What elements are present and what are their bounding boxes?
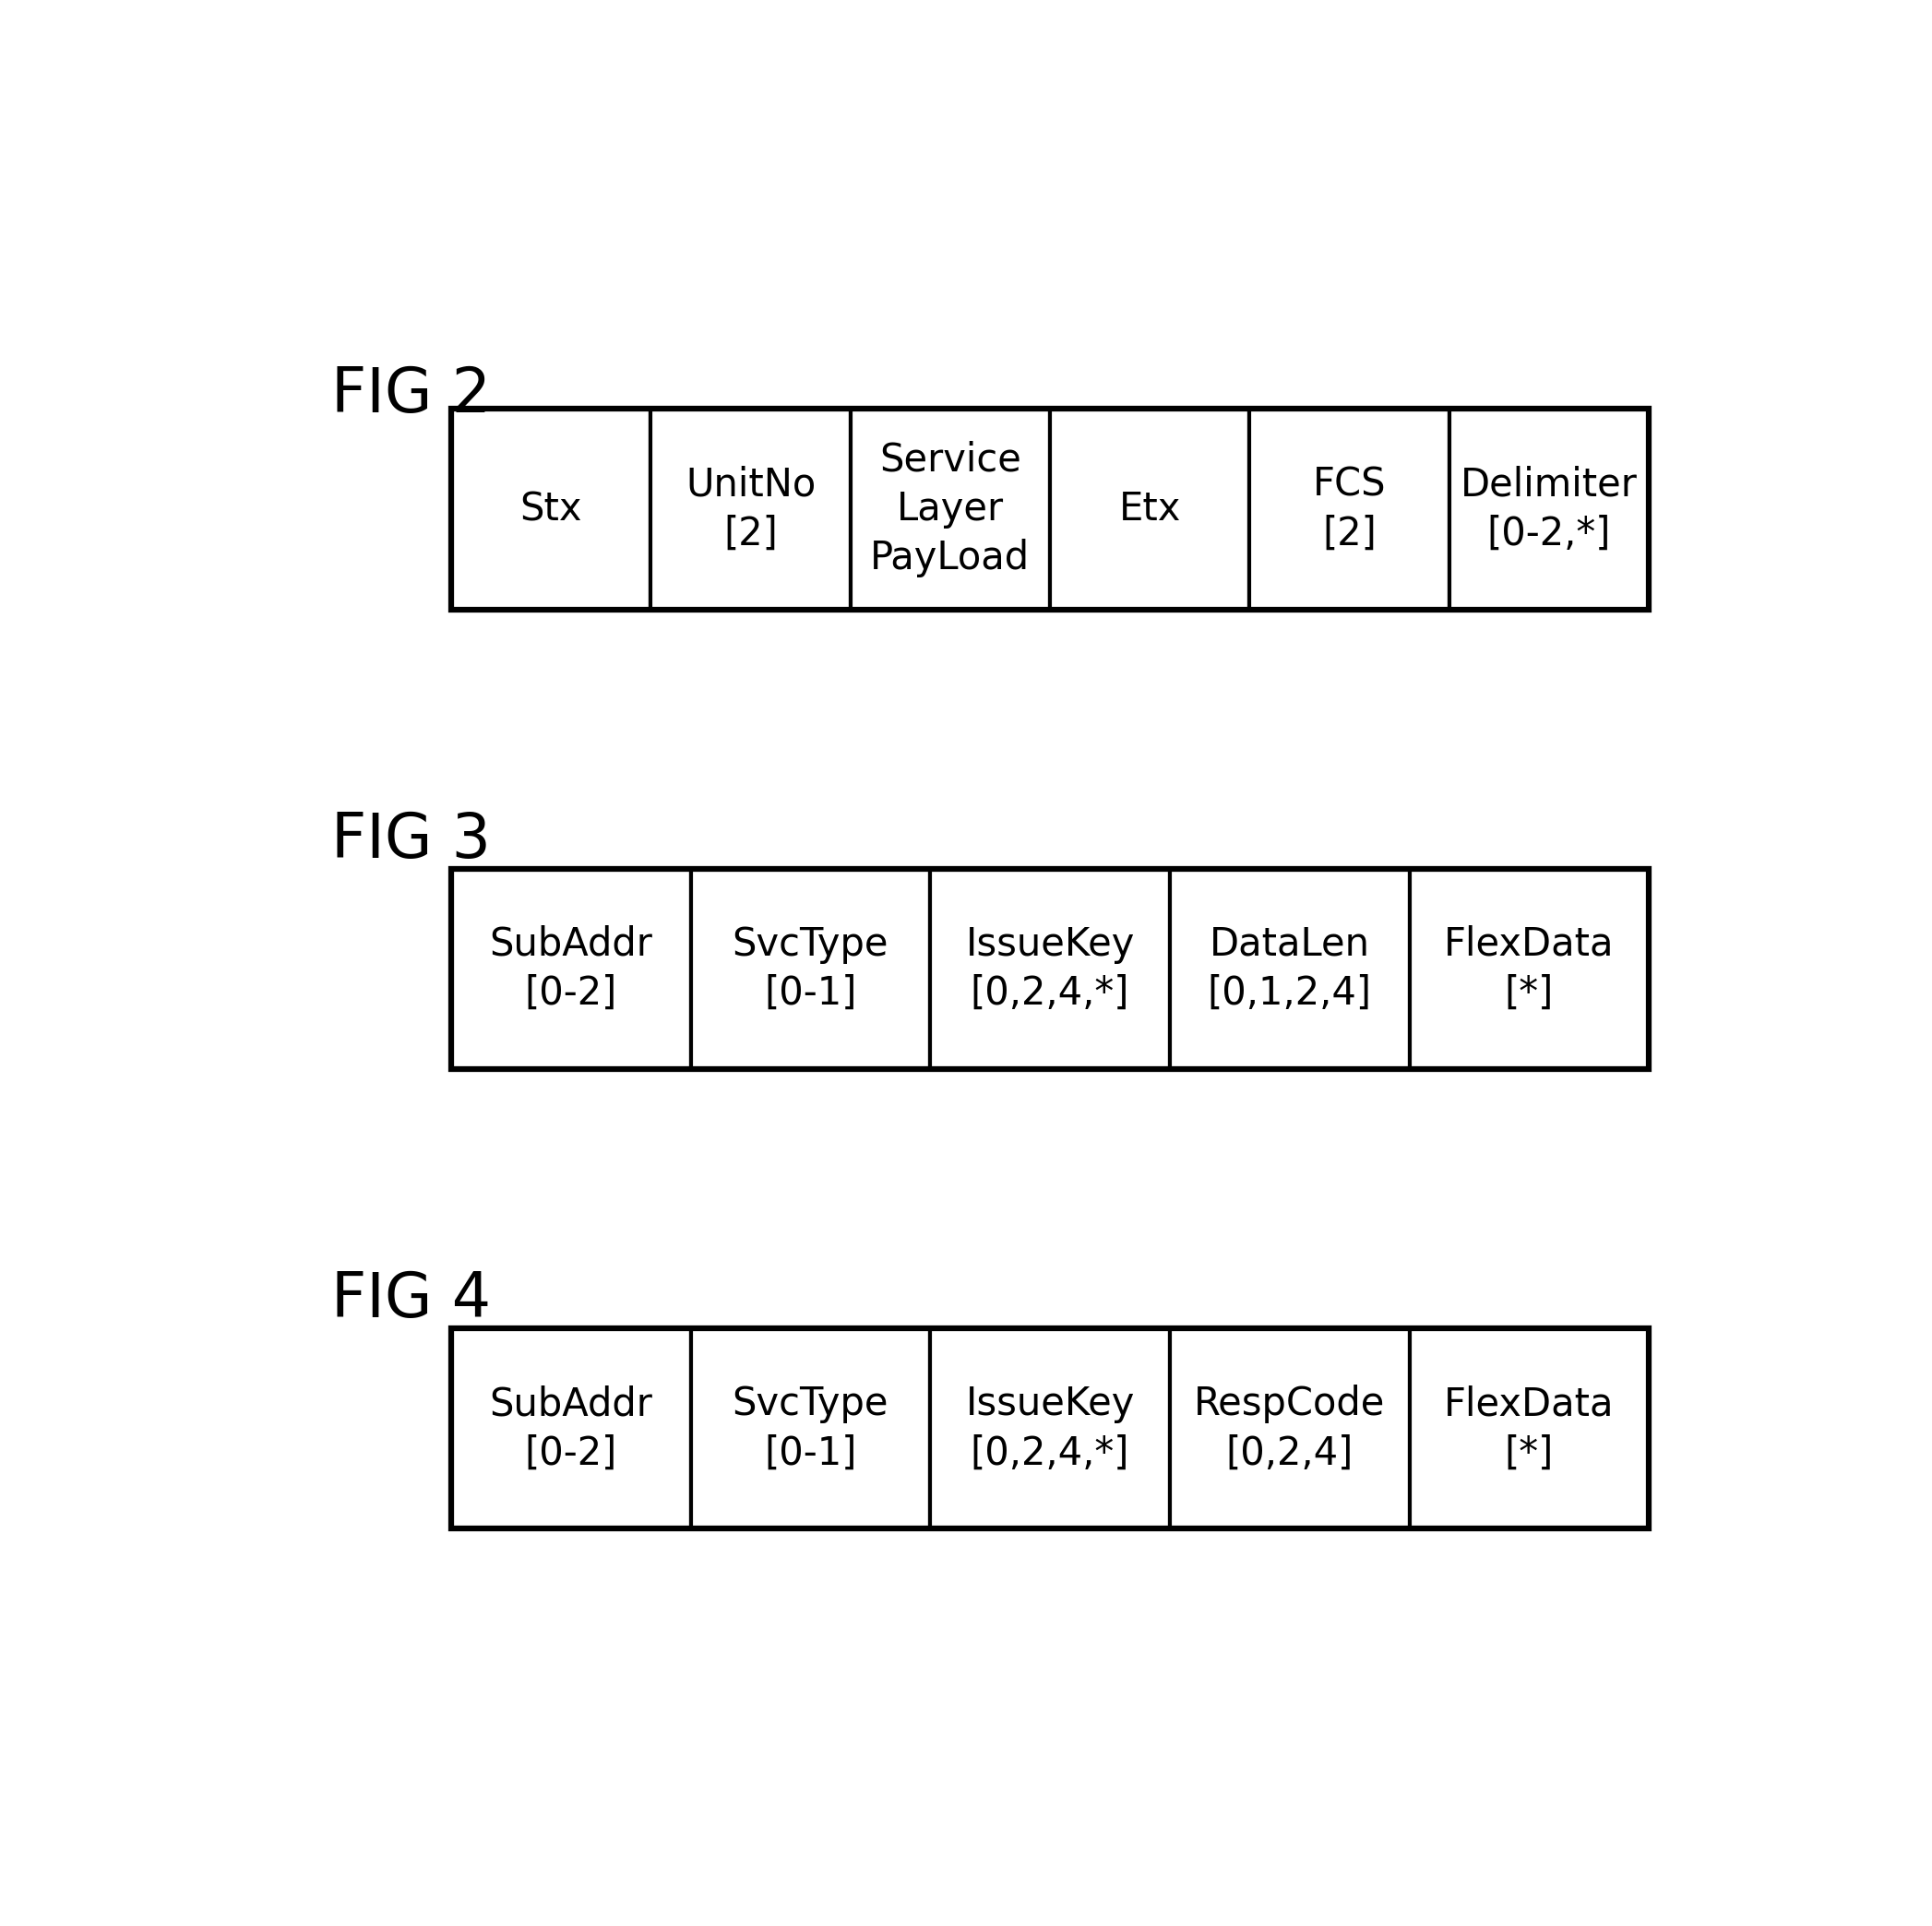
Text: [0,1,2,4]: [0,1,2,4] [1208,975,1372,1013]
Bar [452,869,1650,1069]
Text: [*]: [*] [1505,975,1553,1013]
Text: Etx: Etx [1119,489,1180,528]
Text: RespCode: RespCode [1194,1385,1385,1423]
Text: IssueKey: IssueKey [966,924,1134,963]
Text: UnitNo: UnitNo [686,466,815,505]
Text: [0-1]: [0-1] [765,975,856,1013]
Text: SvcType: SvcType [732,924,889,963]
Bar [1169,869,1408,1069]
Bar [1250,408,1449,609]
Bar [452,408,1650,609]
Bar [692,1329,931,1529]
Bar [931,1329,1171,1529]
Text: [0,2,4]: [0,2,4] [1225,1433,1354,1473]
Bar [1169,1329,1408,1529]
Text: [2]: [2] [1321,514,1378,553]
Bar [452,869,692,1069]
Text: PayLoad: PayLoad [869,539,1030,578]
Text: [0-2]: [0-2] [526,975,616,1013]
Text: Service: Service [879,441,1022,480]
Bar [1410,1329,1650,1529]
Text: [0,2,4,*]: [0,2,4,*] [970,1433,1130,1473]
Text: SubAddr: SubAddr [489,924,653,963]
Text: FlexData: FlexData [1443,1385,1615,1423]
Bar [1051,408,1250,609]
Text: [2]: [2] [723,514,779,553]
Text: [0-2,*]: [0-2,*] [1488,514,1611,553]
Text: [*]: [*] [1505,1433,1553,1473]
Text: SvcType: SvcType [732,1385,889,1423]
Bar [850,408,1051,609]
Text: [0-2]: [0-2] [526,1433,616,1473]
Text: Layer: Layer [896,489,1005,528]
Bar [1410,869,1650,1069]
Bar [651,408,850,609]
Text: FIG 3: FIG 3 [332,809,491,871]
Text: SubAddr: SubAddr [489,1385,653,1423]
Bar [452,1329,692,1529]
Bar [931,869,1171,1069]
Text: [0-1]: [0-1] [765,1433,856,1473]
Bar [1449,408,1650,609]
Text: Delimiter: Delimiter [1461,466,1638,505]
Text: FIG 2: FIG 2 [332,364,491,426]
Text: FlexData: FlexData [1443,924,1615,963]
Bar [452,408,651,609]
Text: FCS: FCS [1312,466,1387,505]
Text: IssueKey: IssueKey [966,1385,1134,1423]
Text: DataLen: DataLen [1209,924,1370,963]
Bar [452,1329,1650,1529]
Text: Stx: Stx [520,489,582,528]
Text: FIG 4: FIG 4 [332,1269,491,1331]
Bar [692,869,931,1069]
Text: [0,2,4,*]: [0,2,4,*] [970,975,1130,1013]
